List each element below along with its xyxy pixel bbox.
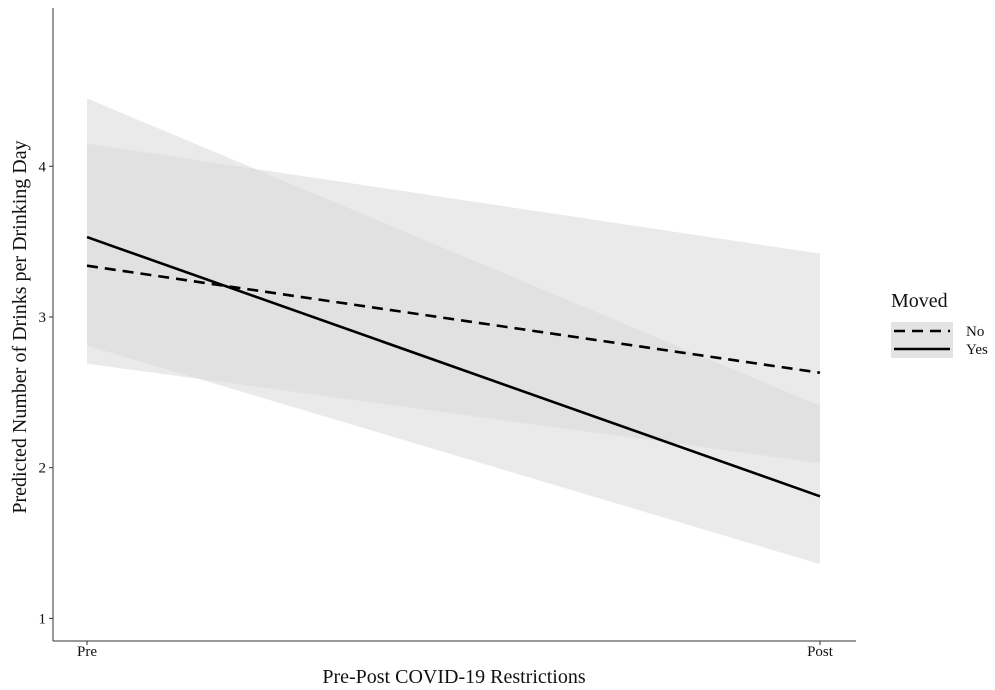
axes: [52, 8, 856, 642]
x-axis-title: Pre-Post COVID-19 Restrictions: [322, 666, 586, 688]
y-tick-label: 4: [39, 159, 47, 175]
y-tick-label: 2: [39, 461, 47, 477]
x-tick-label: Post: [807, 644, 834, 660]
legend: Moved No Yes: [891, 290, 988, 358]
legend-items: No Yes: [891, 322, 988, 358]
y-tick-label: 3: [39, 310, 47, 326]
y-tick-label: 1: [39, 611, 47, 627]
series-line-no: [86, 264, 821, 375]
y-axis-title: Predicted Number of Drinks per Drinking …: [9, 140, 31, 513]
legend-label-no: No: [966, 324, 984, 340]
ci-ribbon-yes: [87, 98, 820, 565]
legend-title: Moved: [891, 290, 948, 312]
legend-label-yes: Yes: [966, 342, 988, 358]
series-line-yes: [86, 235, 821, 498]
x-tick-labels: Pre Post: [77, 641, 834, 660]
confidence-ribbons: [87, 98, 820, 565]
x-tick-label: Pre: [77, 644, 97, 660]
series-lines: [86, 235, 821, 498]
y-tick-labels: 1 2 3 4: [39, 159, 53, 627]
